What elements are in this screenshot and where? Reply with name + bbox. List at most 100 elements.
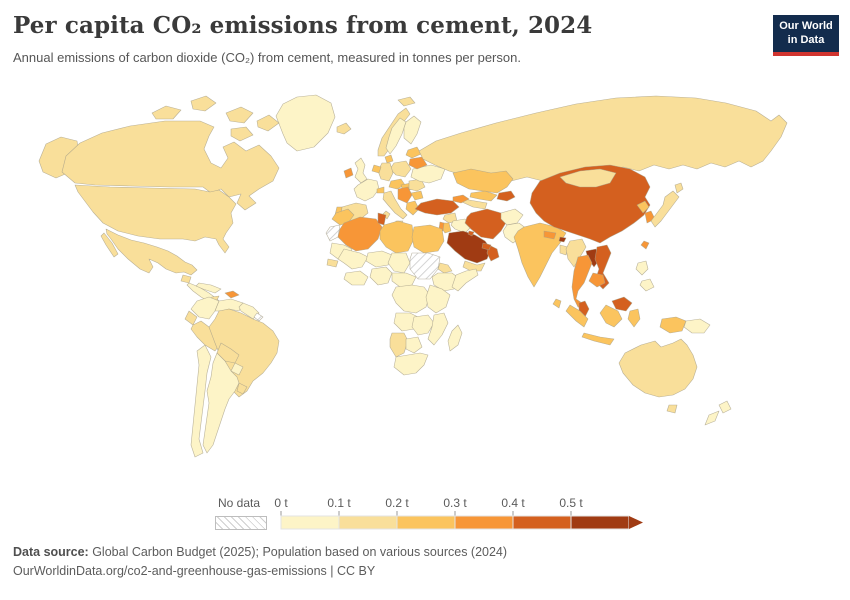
country-south-africa[interactable] [393, 352, 429, 376]
country-cuba[interactable] [195, 282, 222, 294]
region-zambia-zimbabwe[interactable] [411, 314, 435, 336]
country-namibia[interactable] [389, 332, 409, 358]
country-indonesia-sumatra[interactable] [565, 304, 589, 328]
country-canada-arctic-2[interactable] [190, 95, 217, 112]
country-new-zealand-south[interactable] [704, 410, 720, 426]
country-india[interactable] [513, 222, 567, 288]
country-eritrea[interactable] [437, 262, 453, 274]
country-cambodia[interactable] [588, 272, 606, 288]
country-canada-arctic-1[interactable] [151, 105, 182, 120]
country-mexico-baja[interactable] [100, 232, 119, 258]
region-austria-czechia[interactable] [388, 178, 406, 190]
country-finland[interactable] [403, 115, 422, 145]
country-denmark[interactable] [384, 154, 394, 164]
country-indonesia-sulawesi[interactable] [627, 308, 641, 328]
country-poland[interactable] [389, 160, 412, 178]
country-dominican-republic[interactable] [224, 290, 240, 299]
country-philippines-luzon[interactable] [635, 260, 649, 276]
country-libya[interactable] [379, 220, 415, 254]
country-sri-lanka[interactable] [552, 298, 562, 309]
legend-bin-1[interactable] [338, 515, 398, 530]
country-algeria[interactable] [337, 216, 383, 252]
country-china[interactable] [529, 164, 651, 244]
country-chad[interactable] [387, 252, 411, 274]
legend-bin-0[interactable] [280, 515, 340, 530]
country-botswana[interactable] [405, 336, 423, 354]
country-greece[interactable] [405, 200, 420, 216]
country-italy-sardinia[interactable] [382, 210, 391, 220]
country-canada-arctic-4[interactable] [230, 126, 254, 142]
country-italy[interactable] [382, 190, 408, 220]
region-french-guiana-nodata[interactable] [253, 312, 264, 322]
country-usa[interactable] [74, 184, 237, 254]
country-bhutan[interactable] [558, 236, 567, 243]
region-benelux[interactable] [371, 164, 382, 174]
country-japan-hokkaido[interactable] [674, 182, 684, 194]
region-balkans[interactable] [397, 186, 413, 204]
country-north-korea[interactable] [636, 200, 650, 214]
country-mongolia[interactable] [559, 168, 617, 188]
country-ireland[interactable] [343, 167, 354, 179]
country-canada-arctic-5[interactable] [256, 114, 280, 132]
country-niger[interactable] [365, 250, 393, 268]
country-greenland[interactable] [275, 94, 336, 152]
country-tunisia[interactable] [377, 212, 387, 226]
country-somalia[interactable] [451, 268, 479, 292]
country-sudan-nodata[interactable] [409, 252, 441, 280]
country-belarus[interactable] [408, 156, 428, 170]
country-venezuela[interactable] [214, 298, 244, 312]
country-philippines-mindanao[interactable] [639, 278, 655, 292]
region-west-africa[interactable] [343, 270, 369, 286]
country-chile[interactable] [190, 344, 212, 458]
country-new-zealand-north[interactable] [718, 400, 732, 414]
country-uruguay[interactable] [236, 382, 248, 395]
legend-bin-3[interactable] [454, 515, 514, 530]
country-afghanistan[interactable] [500, 208, 524, 226]
country-taiwan[interactable] [640, 240, 650, 250]
region-east-africa[interactable] [425, 284, 451, 314]
country-mexico[interactable] [105, 228, 198, 276]
region-guyanas[interactable] [238, 302, 260, 320]
country-indonesia-papua[interactable] [659, 316, 687, 334]
legend-no-data-swatch[interactable] [215, 516, 267, 530]
country-senegal[interactable] [326, 258, 339, 268]
country-argentina[interactable] [202, 352, 240, 454]
legend-bin-4[interactable] [512, 515, 572, 530]
country-egypt[interactable] [411, 224, 445, 254]
country-papua-new-guinea[interactable] [683, 318, 711, 334]
country-sweden[interactable] [385, 117, 407, 155]
country-switzerland[interactable] [376, 186, 385, 194]
country-kuwait[interactable] [467, 230, 475, 237]
country-madagascar[interactable] [447, 324, 463, 352]
owid-logo[interactable]: Our World in Data [773, 15, 839, 56]
country-mali[interactable] [337, 248, 369, 270]
country-oman[interactable] [486, 244, 500, 262]
region-baltics[interactable] [405, 146, 422, 159]
country-bangladesh[interactable] [559, 244, 569, 256]
country-colombia[interactable] [190, 296, 220, 320]
country-australia-tasmania[interactable] [666, 404, 678, 414]
region-western-sahara-nodata[interactable] [325, 224, 341, 242]
country-indonesia-java[interactable] [581, 332, 615, 346]
country-yemen[interactable] [462, 260, 486, 272]
region-kyrgyzstan-tajikistan[interactable] [496, 190, 516, 202]
legend-bin-5[interactable] [570, 515, 630, 530]
country-germany[interactable] [377, 162, 394, 182]
legend-bin-2[interactable] [396, 515, 456, 530]
country-kazakhstan[interactable] [452, 168, 514, 194]
country-japan[interactable] [650, 190, 680, 228]
country-nepal[interactable] [543, 230, 557, 240]
country-guatemala[interactable] [180, 274, 192, 284]
country-paraguay[interactable] [230, 362, 244, 376]
country-malaysia-borneo[interactable] [611, 296, 633, 312]
country-brazil[interactable] [208, 308, 280, 398]
country-ukraine[interactable] [410, 164, 446, 184]
country-thailand[interactable] [571, 254, 593, 310]
country-drc[interactable] [391, 284, 431, 314]
country-australia[interactable] [618, 338, 698, 398]
country-turkey[interactable] [414, 198, 460, 216]
country-canada-arctic-3[interactable] [225, 106, 254, 124]
country-iceland[interactable] [336, 122, 352, 135]
country-uk[interactable] [354, 157, 368, 184]
country-mozambique[interactable] [427, 312, 449, 346]
